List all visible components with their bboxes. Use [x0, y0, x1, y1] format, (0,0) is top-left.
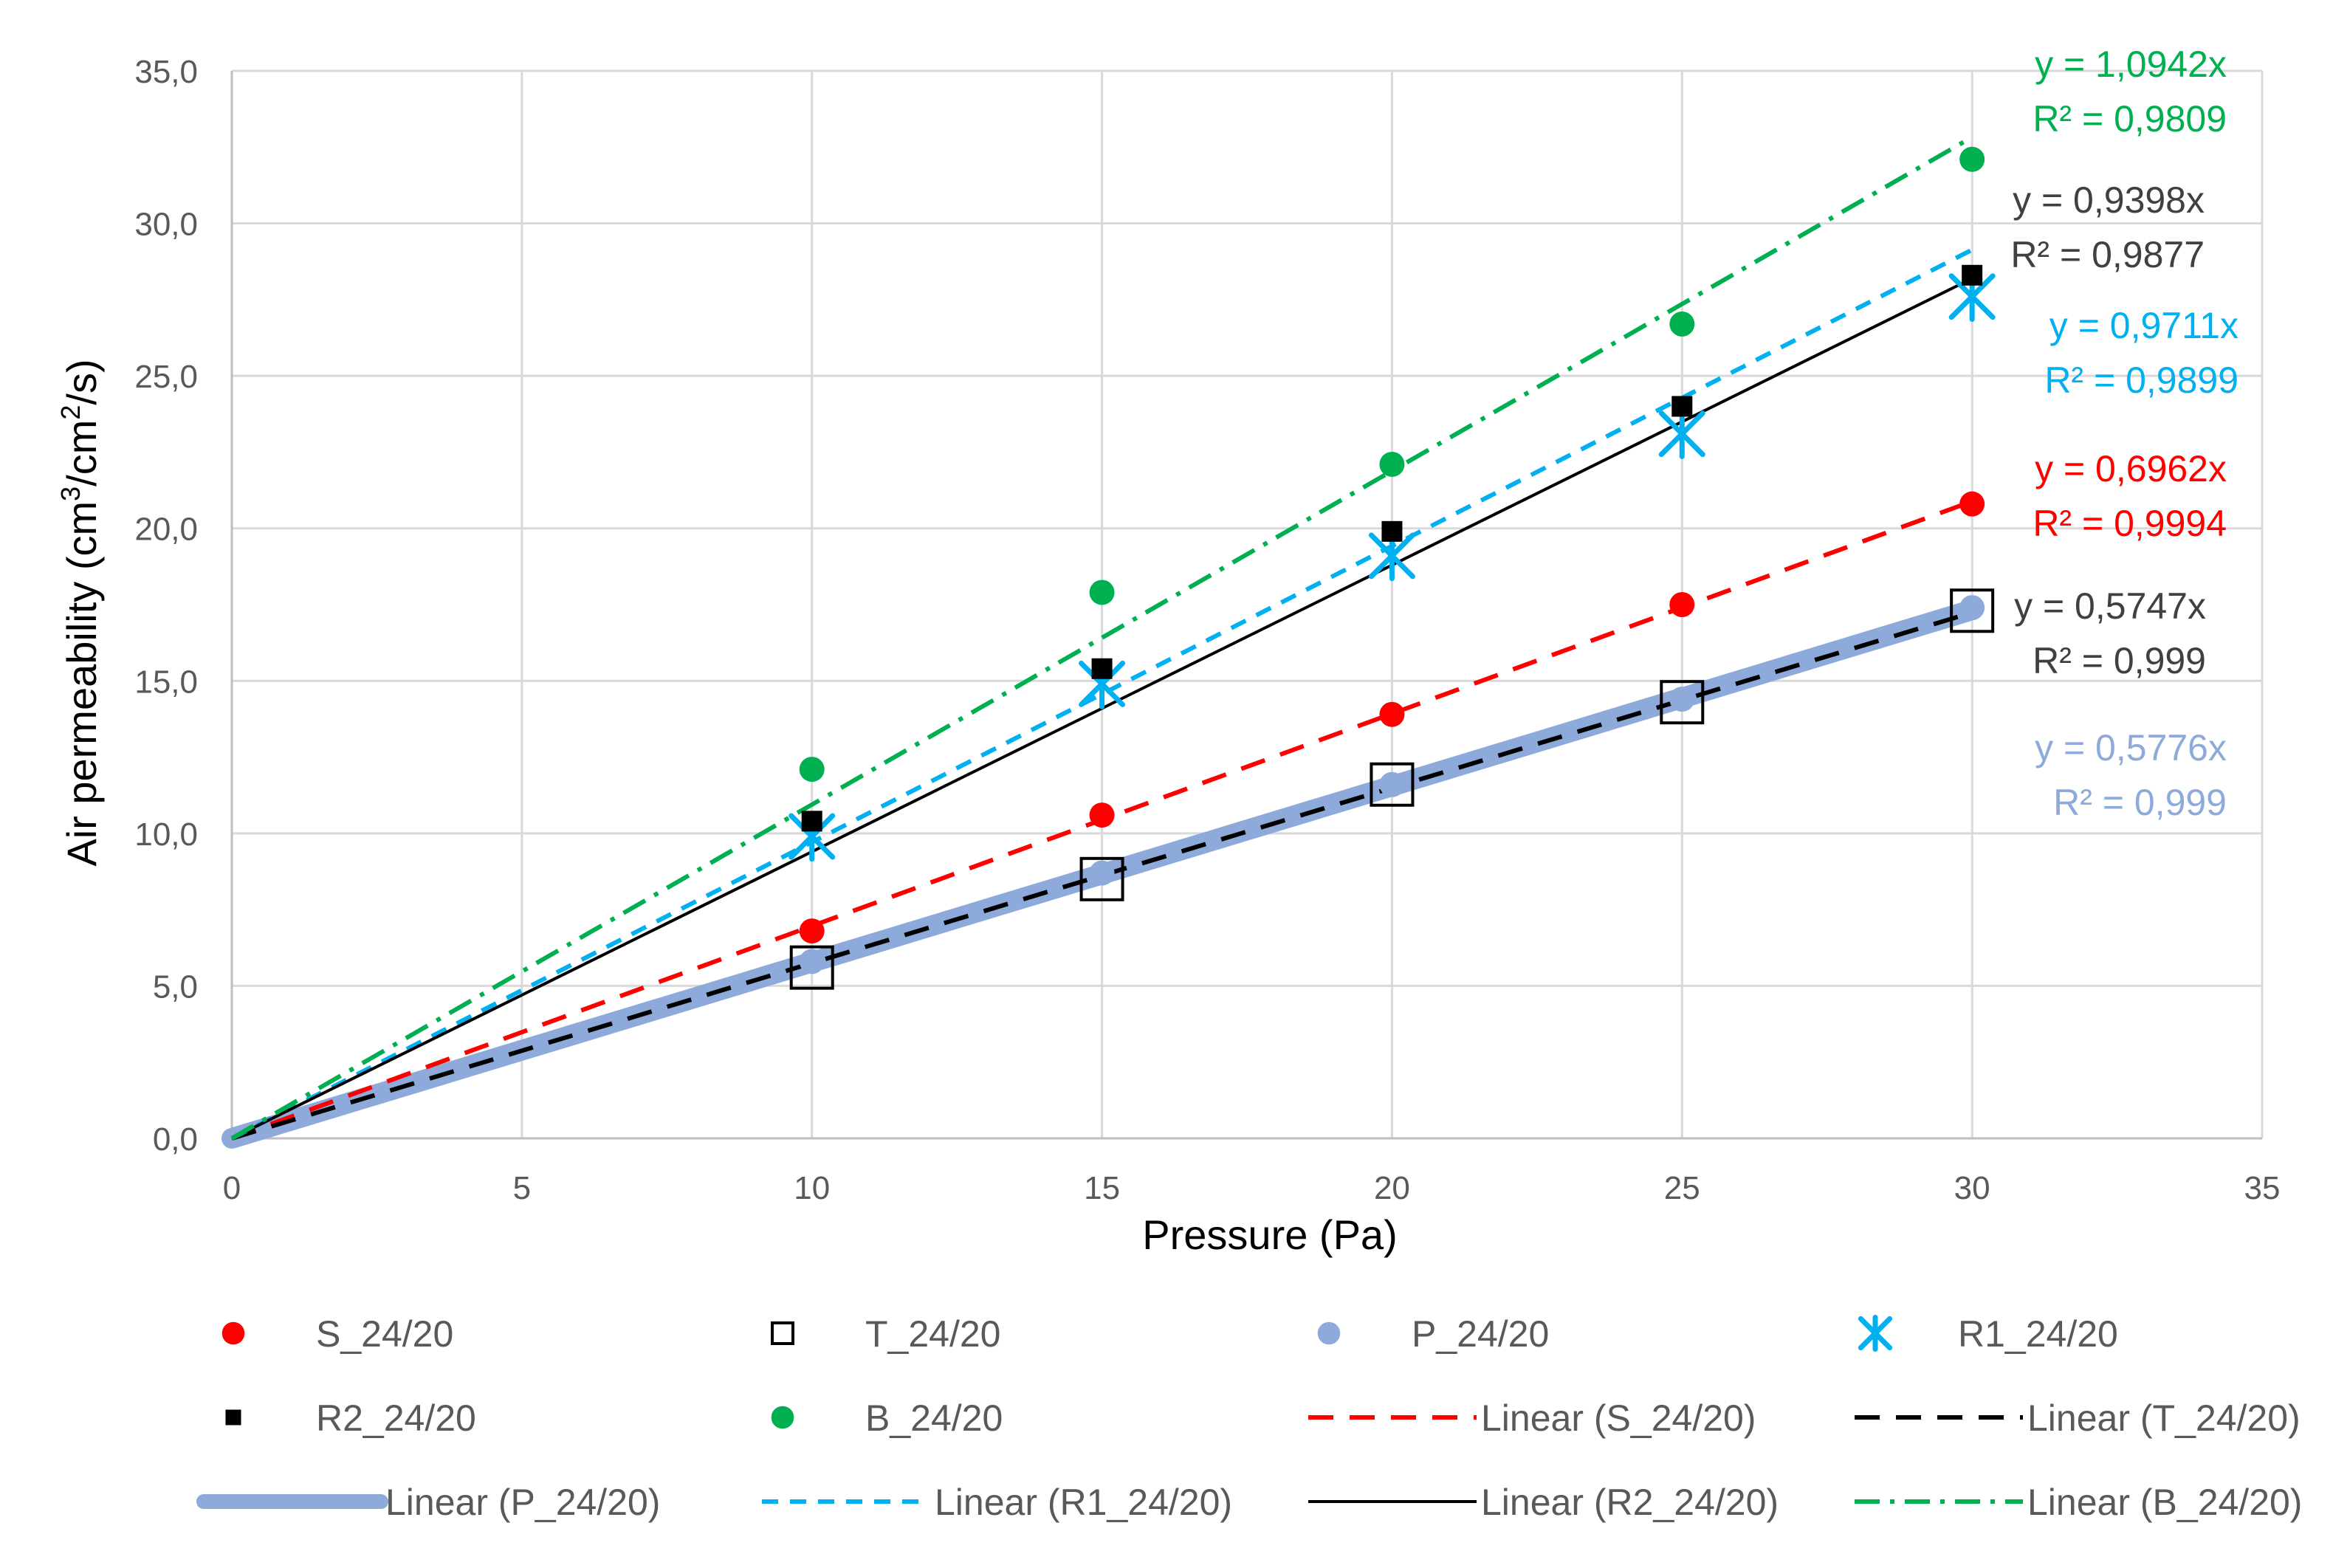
- point-s-24-20: [1959, 491, 1985, 517]
- point-p-24-20: [799, 949, 825, 974]
- equation-linear-p-24-20: y = 0,5776x: [2035, 727, 2227, 768]
- point-t-24-20: [1660, 680, 1705, 725]
- point-r1-24-20: [1658, 408, 1705, 459]
- legend-marker-s-24-20: [221, 1321, 245, 1345]
- point-p-24-20: [1379, 771, 1405, 797]
- point-s-24-20: [1669, 592, 1695, 617]
- legend-label-s-24-20: S_24/20: [316, 1313, 453, 1355]
- data-points: [788, 146, 1996, 990]
- legend-label-p-24-20: P_24/20: [1412, 1313, 1549, 1355]
- point-r2-24-20: [1962, 264, 1983, 286]
- r-squared-linear-r1-24-20: R² = 0,9899: [2044, 360, 2238, 401]
- equation-linear-r1-24-20: y = 0,9711x: [2049, 305, 2238, 346]
- equation-linear-r2-24-20: y = 0,9398x: [2013, 179, 2205, 221]
- point-t-24-20: [1079, 856, 1124, 901]
- x-tick-label: 30: [1954, 1170, 1990, 1206]
- r-squared-linear-r2-24-20: R² = 0,9877: [2010, 234, 2205, 275]
- point-b-24-20: [1959, 146, 1985, 172]
- point-p-24-20: [1089, 860, 1115, 886]
- y-tick-label: 20,0: [134, 512, 198, 548]
- y-tick-label: 5,0: [153, 969, 198, 1005]
- equation-linear-b-24-20: y = 1,0942x: [2035, 44, 2227, 85]
- axes: [230, 71, 2262, 1140]
- legend-label-r1-24-20: R1_24/20: [1958, 1313, 2118, 1355]
- point-p-24-20: [1959, 595, 1985, 621]
- r-squared-linear-b-24-20: R² = 0,9809: [2033, 98, 2227, 140]
- trendline-linear-b-24-20: [230, 135, 1973, 1141]
- legend-label-linear-t-24-20: Linear (T_24/20): [2027, 1397, 2301, 1439]
- point-r2-24-20: [1671, 396, 1693, 417]
- legend-label-linear-b-24-20: Linear (B_24/20): [2027, 1482, 2302, 1523]
- y-tick-labels: 0,0 5,0 10,0 15,0 20,0 25,0 30,0 35,0: [134, 54, 198, 1158]
- y-tick-label: 10,0: [134, 816, 198, 853]
- point-p-24-20: [1669, 687, 1695, 712]
- legend-marker-r1-24-20: [1858, 1314, 1893, 1352]
- legend-label-linear-r1-24-20: Linear (R1_24/20): [935, 1482, 1232, 1523]
- r-squared-linear-t-24-20: R² = 0,999: [2033, 640, 2206, 681]
- legend: S_24/20 T_24/20 P_24/20 R1_24/20 R2_24/20 B_2…: [196, 1313, 2302, 1523]
- equation-linear-s-24-20: y = 0,6962x: [2035, 448, 2227, 489]
- legend-label-linear-s-24-20: Linear (S_24/20): [1481, 1397, 1756, 1439]
- legend-label-t-24-20: T_24/20: [865, 1313, 1000, 1355]
- x-tick-label: 5: [513, 1170, 531, 1206]
- y-tick-label: 35,0: [134, 54, 198, 90]
- y-axis-label-prefix: Air permeability (cm: [58, 501, 105, 867]
- point-t-24-20: [789, 945, 834, 990]
- y-tick-label: 25,0: [134, 359, 198, 395]
- point-r2-24-20: [1091, 658, 1113, 679]
- x-tick-label: 15: [1084, 1170, 1120, 1206]
- x-tick-label: 20: [1374, 1170, 1410, 1206]
- y-axis-label-sup1: 3: [55, 486, 86, 501]
- point-s-24-20: [1379, 701, 1405, 727]
- x-axis-label: Pressure (Pa): [1142, 1211, 1397, 1258]
- x-tick-label: 10: [794, 1170, 830, 1206]
- x-tick-label: 25: [1664, 1170, 1700, 1206]
- legend-label-linear-r2-24-20: Linear (R2_24/20): [1481, 1482, 1779, 1523]
- point-b-24-20: [1089, 580, 1115, 605]
- legend-label-linear-p-24-20: Linear (P_24/20): [385, 1482, 660, 1523]
- legend-marker-t-24-20: [771, 1321, 794, 1345]
- x-tick-label: 0: [223, 1170, 241, 1206]
- legend-label-b-24-20: B_24/20: [865, 1397, 1003, 1439]
- equation-linear-t-24-20: y = 0,5747x: [2014, 585, 2206, 627]
- point-t-24-20: [1370, 762, 1415, 807]
- y-axis-label-sup2: 2: [55, 405, 86, 420]
- r-squared-linear-s-24-20: R² = 0,9994: [2033, 503, 2227, 544]
- y-axis-label-mid: /cm: [58, 420, 105, 486]
- x-tick-labels: 0 5 10 15 20 25 30 35: [223, 1170, 2281, 1206]
- x-tick-label: 35: [2244, 1170, 2281, 1206]
- point-r2-24-20: [801, 811, 822, 832]
- trendline-linear-t-24-20: [231, 610, 1973, 1141]
- point-t-24-20: [1950, 588, 1995, 633]
- legend-label-r2-24-20: R2_24/20: [316, 1397, 476, 1439]
- legend-marker-p-24-20: [1317, 1321, 1341, 1345]
- y-tick-label: 0,0: [153, 1121, 198, 1158]
- point-s-24-20: [799, 918, 825, 944]
- point-b-24-20: [799, 757, 825, 783]
- point-s-24-20: [1089, 802, 1115, 828]
- point-r2-24-20: [1381, 520, 1403, 542]
- y-tick-label: 30,0: [134, 207, 198, 243]
- y-axis-label-suffix: /s): [58, 359, 105, 405]
- point-b-24-20: [1669, 311, 1695, 337]
- legend-marker-b-24-20: [771, 1406, 794, 1429]
- y-axis-label: Air permeability (cm3/cm2/s): [55, 359, 105, 866]
- trendline-equations: y = 1,0942x R² = 0,9809 y = 0,9398x R² = 0,…: [2010, 44, 2238, 823]
- y-tick-label: 15,0: [134, 664, 198, 700]
- point-b-24-20: [1379, 451, 1405, 477]
- r-squared-linear-p-24-20: R² = 0,999: [2053, 782, 2227, 823]
- legend-marker-r2-24-20: [225, 1409, 241, 1426]
